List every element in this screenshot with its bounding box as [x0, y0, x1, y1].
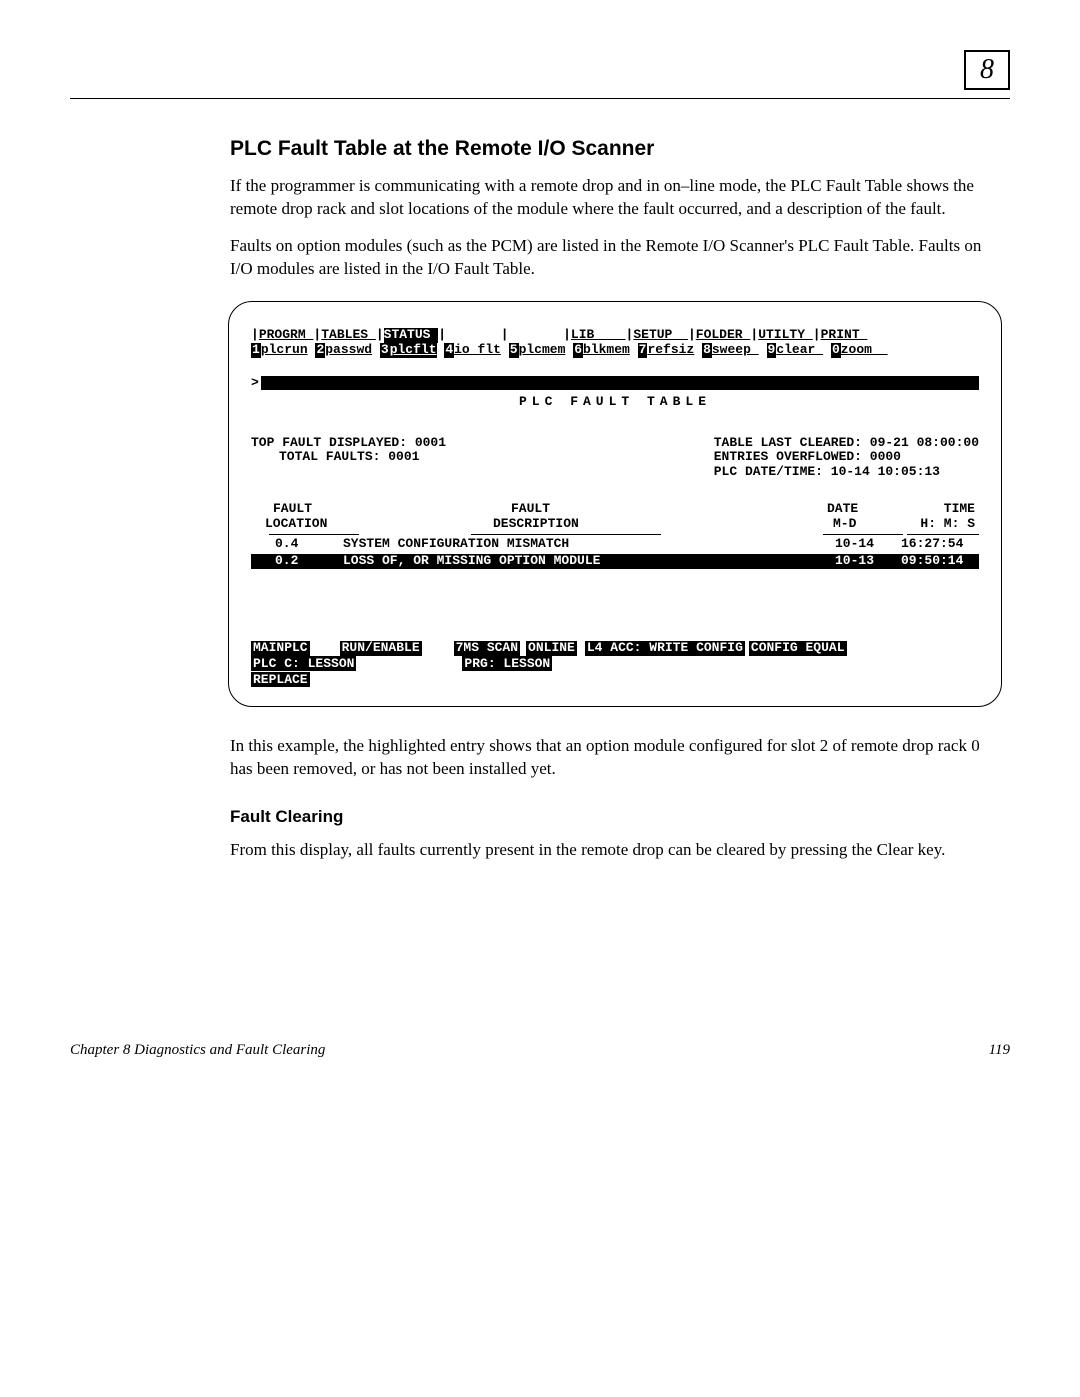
menu-item: SETUP — [633, 328, 688, 343]
header-date-2: M-D — [827, 517, 907, 532]
fault-location: 0.4 — [251, 537, 343, 552]
fault-description: LOSS OF, OR MISSING OPTION MODULE — [343, 554, 835, 569]
fault-location: 0.2 — [251, 554, 343, 569]
function-key-row: 1plcrun 2passwd 3plcflt 4io flt 5plcmem … — [251, 343, 979, 358]
menu-item: PRINT — [821, 328, 868, 343]
status-replace: REPLACE — [251, 672, 310, 687]
status-cell: RUN/ENABLE — [340, 641, 422, 656]
func-key: 4io flt — [444, 343, 501, 358]
footer-chapter: Chapter 8 Diagnostics and Fault Clearing — [70, 1042, 325, 1059]
status-line-3: REPLACE — [251, 673, 979, 688]
column-rules — [251, 534, 979, 535]
paragraph-4: From this display, all faults currently … — [230, 839, 1000, 862]
menu-spacer — [446, 328, 501, 343]
header-fault-location-1: FAULT — [251, 502, 381, 517]
status-cell: ONLINE — [526, 641, 577, 656]
info-block: TOP FAULT DISPLAYED: 0001TOTAL FAULTS: 0… — [251, 436, 979, 481]
fault-time: 09:50:14 — [895, 554, 979, 569]
fault-row: 0.2LOSS OF, OR MISSING OPTION MODULE10-1… — [251, 554, 979, 569]
info-line: PLC DATE/TIME: 10-14 10:05:13 — [714, 465, 979, 480]
header-fault-desc-2: DESCRIPTION — [381, 517, 827, 532]
fault-time: 16:27:54 — [895, 537, 979, 552]
menu-item: STATUS — [384, 328, 439, 343]
column-headers-row2: LOCATION DESCRIPTION M-D H: M: S — [251, 517, 979, 532]
chapter-badge: 8 — [964, 50, 1010, 90]
func-key: 9clear — [767, 343, 824, 358]
status-plc-c: PLC C: LESSON — [251, 656, 356, 671]
func-key: 0zoom — [831, 343, 888, 358]
terminal-screenshot: |PROGRM |TABLES |STATUS | | |LIB |SETUP … — [228, 301, 1002, 707]
status-prg: PRG: LESSON — [462, 656, 552, 671]
func-key: 2passwd — [315, 343, 372, 358]
info-left: TOP FAULT DISPLAYED: 0001TOTAL FAULTS: 0… — [251, 436, 446, 481]
info-line: TOTAL FAULTS: 0001 — [251, 450, 446, 465]
func-key: 3plcflt — [380, 343, 437, 358]
info-right: TABLE LAST CLEARED: 09-21 08:00:00ENTRIE… — [714, 436, 979, 481]
prompt-fill — [261, 376, 979, 390]
func-key: 1plcrun — [251, 343, 308, 358]
status-cell: CONFIG EQUAL — [749, 641, 847, 656]
header-time-2: H: M: S — [907, 517, 979, 532]
menu-item: TABLES — [321, 328, 376, 343]
subsection-title: Fault Clearing — [230, 807, 1000, 827]
menu-spacer — [509, 328, 564, 343]
fault-row: 0.4SYSTEM CONFIGURATION MISMATCH10-1416:… — [251, 537, 979, 552]
fault-rows: 0.4SYSTEM CONFIGURATION MISMATCH10-1416:… — [251, 537, 979, 569]
status-cell: L4 ACC: WRITE CONFIG — [585, 641, 745, 656]
func-key: 8sweep — [702, 343, 759, 358]
info-line: TABLE LAST CLEARED: 09-21 08:00:00 — [714, 436, 979, 451]
menu-item: LIB — [571, 328, 626, 343]
status-line-2: PLC C: LESSON PRG: LESSON — [251, 657, 979, 672]
section-title: PLC Fault Table at the Remote I/O Scanne… — [230, 137, 1000, 161]
header-time-1: TIME — [907, 502, 979, 517]
func-key: 5plcmem — [509, 343, 566, 358]
paragraph-3: In this example, the highlighted entry s… — [230, 735, 1000, 781]
fault-date: 10-14 — [835, 537, 895, 552]
column-headers-row1: FAULT FAULT DATE TIME — [251, 502, 979, 517]
info-line: ENTRIES OVERFLOWED: 0000 — [714, 450, 979, 465]
status-cell: MAINPLC — [251, 641, 310, 656]
header-date-1: DATE — [827, 502, 907, 517]
info-line: TOP FAULT DISPLAYED: 0001 — [251, 436, 446, 451]
paragraph-2: Faults on option modules (such as the PC… — [230, 235, 1000, 281]
fault-date: 10-13 — [835, 554, 895, 569]
paragraph-1: If the programmer is communicating with … — [230, 175, 1000, 221]
header-fault-location-2: LOCATION — [251, 517, 381, 532]
header-fault-desc-1: FAULT — [381, 502, 827, 517]
menu-bar: |PROGRM |TABLES |STATUS | | |LIB |SETUP … — [251, 328, 979, 343]
func-key: 7refsiz — [638, 343, 695, 358]
status-cell: 7MS SCAN — [454, 641, 520, 656]
prompt-char: > — [251, 376, 259, 391]
page-footer: Chapter 8 Diagnostics and Fault Clearing… — [70, 1042, 1010, 1059]
prompt-row: > — [251, 376, 979, 391]
menu-item: UTILTY — [758, 328, 813, 343]
menu-item: PROGRM — [259, 328, 314, 343]
status-bar: MAINPLC RUN/ENABLE 7MS SCAN ONLINE L4 ACC: W… — [251, 641, 979, 656]
fault-description: SYSTEM CONFIGURATION MISMATCH — [343, 537, 835, 552]
menu-item: FOLDER — [696, 328, 751, 343]
footer-page-number: 119 — [989, 1042, 1010, 1059]
func-key: 6blkmem — [573, 343, 630, 358]
screen-title: PLC FAULT TABLE — [251, 395, 979, 410]
